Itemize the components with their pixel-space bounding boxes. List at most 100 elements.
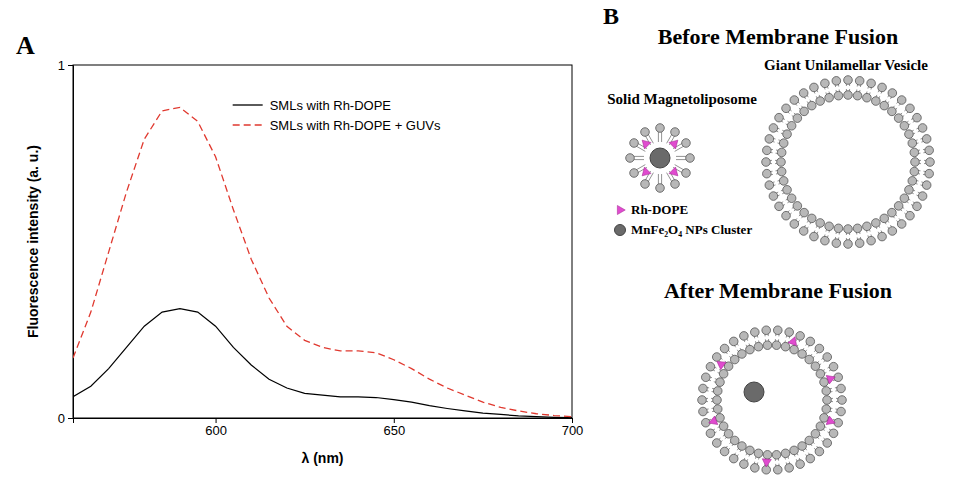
lipid-head — [686, 154, 695, 163]
giant-unilamellar-vesicle — [762, 76, 935, 249]
x-tick: 650 — [383, 418, 405, 438]
lipid-head — [790, 96, 799, 105]
lipid-head — [810, 83, 819, 92]
legend-label: SMLs with Rh-DOPE + GUVs — [270, 118, 441, 133]
lipid-head — [773, 465, 782, 474]
lipid-head — [682, 139, 691, 148]
lipid-head — [746, 446, 755, 455]
lipid-head — [787, 194, 796, 203]
lipid-head — [918, 192, 927, 201]
nanoparticle-cluster — [650, 148, 670, 168]
lipid-head — [779, 177, 788, 186]
lipid-head — [872, 97, 881, 106]
lipid-head — [867, 79, 876, 88]
lipid-head — [796, 332, 805, 341]
lipid-head — [855, 239, 864, 248]
figure: A60065070001λ (nm)Fluorescence intensity… — [0, 0, 958, 491]
lipid-head — [746, 345, 755, 354]
legend-item: SMLs with Rh-DOPE — [233, 98, 392, 113]
lipid-head — [832, 239, 841, 248]
lipid-head — [913, 202, 922, 211]
figure-root: A60065070001λ (nm)Fluorescence intensity… — [0, 0, 958, 491]
lipid-head — [888, 227, 897, 236]
lipid-head — [719, 370, 728, 379]
guv-label: Giant Unilamellar Vesicle — [764, 57, 928, 73]
lipid-head — [762, 326, 771, 335]
lipid-head — [641, 180, 650, 189]
lipid-head — [926, 158, 935, 167]
y-tick-mark — [68, 65, 73, 66]
lipid-head — [751, 328, 760, 337]
lipid-head — [699, 384, 708, 393]
lipid-head — [837, 384, 846, 393]
lipid-head — [769, 192, 778, 201]
lipid-head — [825, 93, 834, 102]
lipid-head — [716, 414, 725, 423]
lipid-head — [844, 240, 853, 249]
lipid-head — [763, 146, 772, 155]
lipid-head — [880, 101, 889, 110]
lipid-head — [783, 186, 792, 195]
lipid-head — [713, 396, 722, 405]
lipid-head — [630, 169, 639, 178]
lipid-head — [738, 442, 747, 451]
lipid-head — [782, 211, 791, 220]
lipid-head — [626, 154, 635, 163]
lipid-head — [763, 169, 772, 178]
lipid-head — [906, 211, 915, 220]
lipid-head — [815, 447, 824, 456]
lipid-head — [777, 167, 786, 176]
y-axis-title: Fluorescence intensity (a. u.) — [25, 145, 41, 338]
lipid-head — [908, 139, 917, 148]
lipid-head — [908, 177, 917, 186]
lipid-head — [765, 135, 774, 144]
lipid-head — [630, 139, 639, 148]
lipid-head — [713, 405, 722, 414]
lipid-head — [754, 449, 763, 458]
lipid-head — [724, 429, 733, 438]
rh-dope-marker — [826, 416, 837, 427]
lipid-head — [878, 232, 887, 241]
lipid-head — [706, 362, 715, 371]
lipid-head — [790, 220, 799, 229]
legend-swatch — [233, 104, 263, 105]
lipid-head — [815, 344, 824, 353]
rh-dope-marker — [788, 335, 799, 346]
lipid-head — [822, 405, 831, 414]
lipid-head — [773, 326, 782, 335]
lipid-head — [712, 439, 721, 448]
lipid-head — [823, 439, 832, 448]
lipid-head — [730, 436, 739, 445]
lipid-head — [671, 180, 680, 189]
lipid-head — [807, 101, 816, 110]
rh-dope-marker — [669, 137, 681, 149]
lipid-head — [872, 219, 881, 228]
lipid-head — [777, 158, 786, 167]
lipid-head — [894, 202, 903, 211]
lipid-head — [740, 460, 749, 469]
lipid-head — [823, 396, 832, 405]
lipid-head — [720, 447, 729, 456]
lipid-head — [888, 107, 897, 116]
key: Rh-DOPEMnFe₂O₄ NPs Cluster — [615, 202, 753, 237]
lipid-head — [781, 342, 790, 351]
rh-dope-marker — [707, 416, 718, 427]
lipid-head — [729, 337, 738, 346]
lipid-head — [798, 442, 807, 451]
lipid-head — [772, 341, 781, 350]
lipid-head — [905, 130, 914, 139]
lipid-head — [769, 124, 778, 133]
rh-dope-marker — [617, 205, 625, 214]
y-tick: 1 — [58, 58, 73, 73]
lipid-head — [900, 121, 909, 130]
lipid-head — [713, 387, 722, 396]
lipid-head — [832, 77, 841, 86]
panel-a: A60065070001λ (nm)Fluorescence intensity… — [16, 31, 583, 466]
lipid-head — [656, 124, 665, 133]
lipid-head — [922, 181, 931, 190]
lipid-head — [821, 236, 830, 245]
lipid-head — [799, 89, 808, 98]
lipid-head — [807, 214, 816, 223]
lipid-head — [754, 342, 763, 351]
lipid-head — [712, 353, 721, 362]
